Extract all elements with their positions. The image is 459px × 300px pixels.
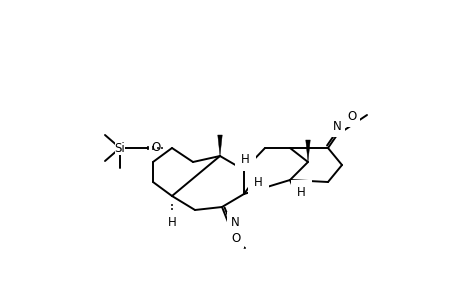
Text: O: O (151, 140, 160, 154)
Text: O: O (347, 110, 356, 123)
Text: O: O (230, 232, 240, 244)
Text: H: H (241, 152, 249, 166)
Text: N: N (230, 215, 239, 229)
Text: N: N (332, 120, 341, 133)
Text: Si: Si (114, 142, 125, 154)
Text: H: H (253, 176, 262, 190)
Polygon shape (305, 140, 309, 162)
Text: H: H (297, 185, 305, 199)
Polygon shape (217, 135, 222, 156)
Text: H: H (167, 216, 176, 229)
